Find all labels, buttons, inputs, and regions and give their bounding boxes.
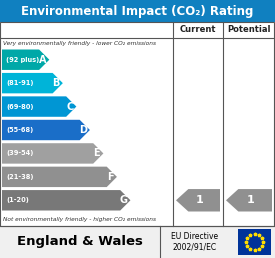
Polygon shape	[2, 143, 103, 164]
Text: England & Wales: England & Wales	[17, 236, 143, 248]
Polygon shape	[2, 50, 49, 70]
Text: F: F	[107, 172, 114, 182]
Text: C: C	[66, 102, 73, 111]
Polygon shape	[226, 189, 272, 212]
Text: (39-54): (39-54)	[6, 150, 33, 156]
Bar	[0, 226, 275, 258]
Bar	[238, 229, 271, 255]
Text: Environmental Impact (CO₂) Rating: Environmental Impact (CO₂) Rating	[21, 4, 254, 18]
Text: Very environmentally friendly - lower CO₂ emissions: Very environmentally friendly - lower CO…	[3, 41, 156, 45]
Polygon shape	[2, 190, 130, 211]
Polygon shape	[2, 120, 90, 140]
Polygon shape	[2, 96, 76, 117]
Text: Potential: Potential	[227, 26, 271, 35]
Bar	[0, 0, 275, 22]
Text: EU Directive
2002/91/EC: EU Directive 2002/91/EC	[171, 232, 219, 252]
Text: (69-80): (69-80)	[6, 103, 34, 110]
Polygon shape	[2, 73, 63, 93]
Text: G: G	[120, 195, 128, 205]
Text: Not environmentally friendly - higher CO₂ emissions: Not environmentally friendly - higher CO…	[3, 216, 156, 222]
Text: (21-38): (21-38)	[6, 174, 34, 180]
Text: A: A	[39, 55, 46, 65]
Text: (1-20): (1-20)	[6, 197, 29, 203]
Text: D: D	[79, 125, 87, 135]
Text: B: B	[53, 78, 60, 88]
Text: (55-68): (55-68)	[6, 127, 33, 133]
Text: 1: 1	[247, 195, 255, 205]
Text: (92 plus): (92 plus)	[6, 57, 39, 63]
Bar	[0, 22, 275, 226]
Polygon shape	[2, 167, 117, 187]
Text: 1: 1	[196, 195, 204, 205]
Polygon shape	[176, 189, 220, 212]
Text: Current: Current	[180, 26, 216, 35]
Text: E: E	[94, 148, 100, 158]
Bar	[0, 22, 274, 226]
Text: (81-91): (81-91)	[6, 80, 34, 86]
